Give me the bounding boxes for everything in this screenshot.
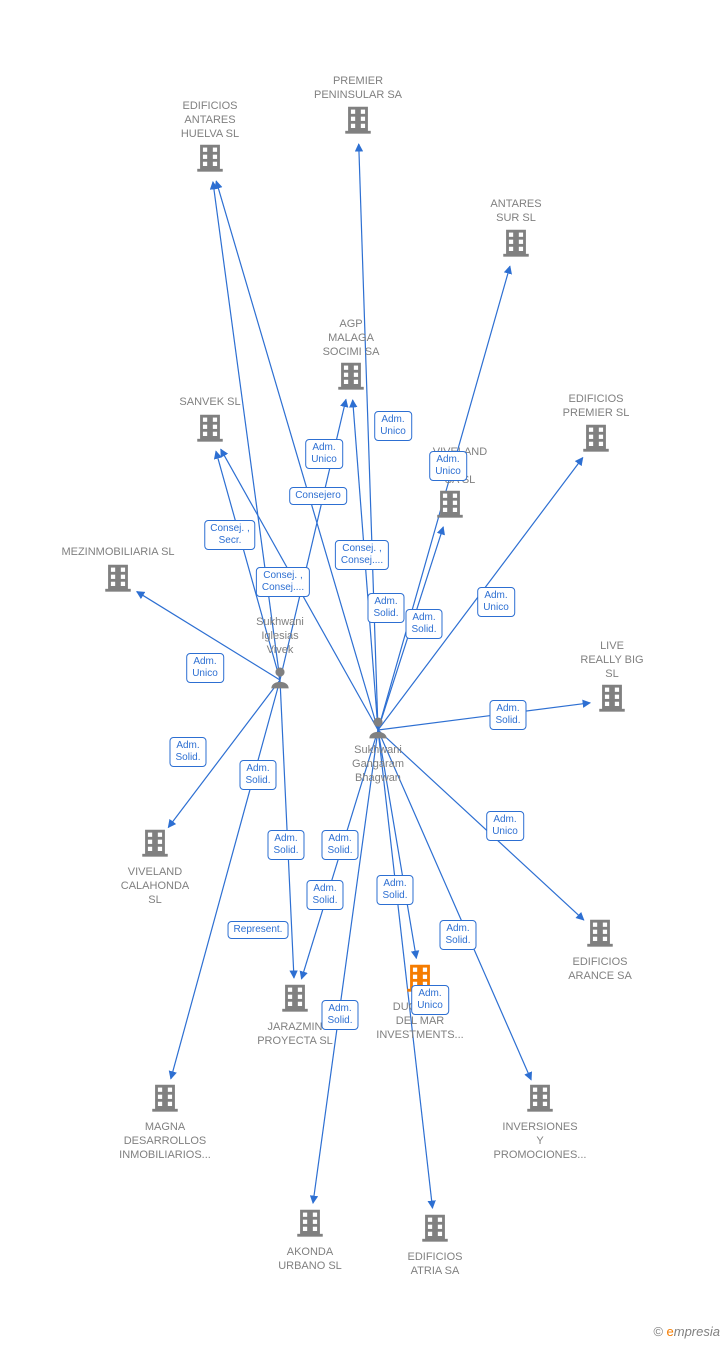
company-node[interactable]	[341, 103, 375, 142]
building-icon	[341, 103, 375, 137]
edge-label: Consej. , Secr.	[204, 520, 255, 550]
person-node[interactable]	[365, 715, 391, 746]
company-node[interactable]	[193, 411, 227, 450]
company-label: EDIFICIOS ANTARES HUELVA SL	[181, 100, 239, 141]
edge-label: Adm. Solid.	[239, 760, 276, 790]
company-label: EDIFICIOS ATRIA SA	[407, 1251, 462, 1279]
company-label: MEZINMOBILIARIA SL	[61, 546, 174, 560]
company-node[interactable]	[595, 681, 629, 720]
edge-label: Adm. Solid.	[267, 830, 304, 860]
company-node[interactable]	[193, 141, 227, 180]
edge-label: Adm. Solid.	[321, 830, 358, 860]
edge-label: Adm. Solid.	[376, 875, 413, 905]
edge	[378, 703, 590, 730]
edge-label: Adm. Solid.	[367, 593, 404, 623]
building-icon	[193, 411, 227, 445]
edge-label: Adm. Solid.	[405, 609, 442, 639]
company-node[interactable]	[101, 561, 135, 600]
building-icon	[433, 487, 467, 521]
edge-label: Adm. Unico	[486, 811, 524, 841]
company-label: MAGNA DESARROLLOS INMOBILIARIOS...	[119, 1121, 211, 1162]
company-node[interactable]	[523, 1081, 557, 1120]
edge-label: Adm. Unico	[477, 587, 515, 617]
building-icon	[293, 1206, 327, 1240]
company-label: VIVELAND CALAHONDA SL	[121, 866, 189, 907]
edge-label: Adm. Solid.	[306, 880, 343, 910]
edge-label: Adm. Unico	[374, 411, 412, 441]
building-icon	[499, 226, 533, 260]
company-label: SANVEK SL	[179, 396, 240, 410]
edge-label: Adm. Unico	[429, 451, 467, 481]
company-label: LIVE REALLY BIG SL	[580, 640, 643, 681]
credit: © empresia	[653, 1324, 720, 1339]
edge-label: Adm. Unico	[411, 985, 449, 1015]
company-node[interactable]	[583, 916, 617, 955]
person-label: Sukhwani Gangaram Bhagwan	[352, 744, 404, 785]
edge-label: Adm. Solid.	[169, 737, 206, 767]
company-node[interactable]	[138, 826, 172, 865]
company-node[interactable]	[433, 487, 467, 526]
edge-label: Adm. Unico	[186, 653, 224, 683]
building-icon	[595, 681, 629, 715]
building-icon	[334, 359, 368, 393]
edge	[313, 730, 378, 1203]
building-icon	[101, 561, 135, 595]
company-label: INVERSIONES Y PROMOCIONES...	[494, 1121, 587, 1162]
edge-label: Adm. Solid.	[489, 700, 526, 730]
edge-label: Adm. Solid.	[321, 1000, 358, 1030]
building-icon	[193, 141, 227, 175]
building-icon	[138, 826, 172, 860]
edge-label: Represent.	[228, 921, 289, 939]
company-node[interactable]	[499, 226, 533, 265]
edge-label: Adm. Solid.	[439, 920, 476, 950]
company-node[interactable]	[334, 359, 368, 398]
company-label: ANTARES SUR SL	[490, 198, 541, 226]
company-node[interactable]	[293, 1206, 327, 1245]
brand-initial: e	[667, 1324, 674, 1339]
building-icon	[278, 981, 312, 1015]
company-node[interactable]	[278, 981, 312, 1020]
company-label: EDIFICIOS ARANCE SA	[568, 956, 632, 984]
person-node[interactable]	[267, 665, 293, 696]
company-node[interactable]	[418, 1211, 452, 1250]
company-node[interactable]	[148, 1081, 182, 1120]
company-label: PREMIER PENINSULAR SA	[314, 75, 402, 103]
building-icon	[418, 1211, 452, 1245]
edge-label: Adm. Unico	[305, 439, 343, 469]
edge-label: Consej. , Consej....	[256, 567, 310, 597]
edge-label: Consejero	[289, 487, 347, 505]
person-icon	[365, 715, 391, 741]
building-icon	[148, 1081, 182, 1115]
edge-label: Consej. , Consej....	[335, 540, 389, 570]
building-icon	[523, 1081, 557, 1115]
company-node[interactable]	[579, 421, 613, 460]
company-label: AKONDA URBANO SL	[278, 1246, 342, 1274]
brand-rest: mpresia	[674, 1324, 720, 1339]
company-label: EDIFICIOS PREMIER SL	[563, 393, 630, 421]
person-icon	[267, 665, 293, 691]
building-icon	[583, 916, 617, 950]
copyright-symbol: ©	[653, 1324, 663, 1339]
building-icon	[579, 421, 613, 455]
company-label: AGP MALAGA SOCIMI SA	[323, 318, 380, 359]
person-label: Sukhwani Iglesias Vivek	[256, 616, 304, 657]
